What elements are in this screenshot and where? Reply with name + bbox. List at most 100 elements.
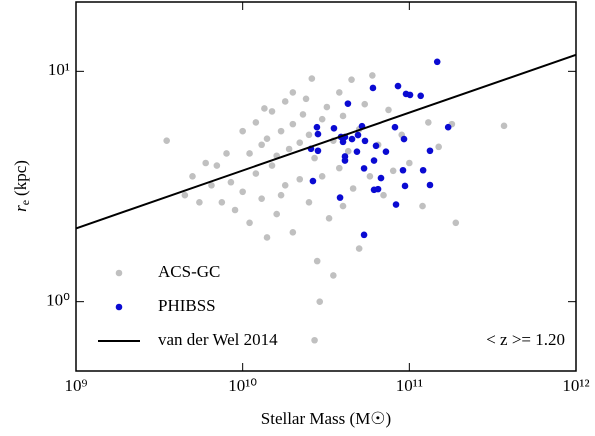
point	[277, 191, 285, 199]
point	[425, 119, 432, 126]
point	[223, 150, 230, 157]
annotation: < z >= 1.20	[486, 330, 565, 349]
point	[380, 191, 387, 199]
point	[263, 234, 271, 241]
point	[302, 95, 310, 103]
point	[289, 120, 297, 128]
point	[372, 142, 380, 150]
y-label-symbol: r	[11, 205, 30, 212]
point	[394, 82, 402, 90]
point	[354, 131, 362, 139]
point	[273, 210, 280, 218]
point	[348, 135, 356, 143]
point	[385, 106, 392, 114]
legend-marker	[115, 303, 123, 311]
point	[417, 92, 424, 100]
point	[444, 123, 452, 131]
point	[314, 130, 322, 138]
legend-marker	[115, 269, 123, 277]
point	[406, 91, 414, 99]
point	[401, 182, 409, 190]
point	[213, 162, 221, 169]
point	[227, 178, 235, 186]
line	[75, 53, 577, 230]
point	[370, 157, 378, 164]
point	[433, 58, 441, 66]
point	[348, 76, 355, 83]
point	[261, 105, 268, 112]
point	[311, 336, 318, 344]
point	[355, 245, 363, 252]
point	[285, 145, 293, 153]
point	[391, 123, 399, 131]
x-axis-label: Stellar Mass (M☉)	[261, 409, 391, 428]
point	[268, 162, 276, 169]
point	[258, 195, 265, 202]
point	[349, 185, 357, 192]
plot-frame	[75, 1, 577, 372]
point	[313, 257, 321, 265]
y-label-subscript: e	[18, 200, 32, 205]
x-tick-label: 10¹⁰	[228, 376, 257, 395]
point	[406, 159, 413, 167]
point	[361, 100, 369, 108]
point	[252, 119, 260, 126]
point	[309, 177, 317, 185]
point	[335, 89, 343, 96]
point	[330, 272, 337, 279]
point	[344, 100, 352, 107]
point	[366, 173, 374, 180]
legend-label: van der Wel 2014	[158, 330, 278, 349]
point	[218, 199, 226, 206]
point	[313, 123, 321, 131]
point	[353, 148, 361, 155]
point	[500, 122, 508, 130]
point	[339, 112, 347, 120]
point	[289, 229, 297, 236]
point	[268, 108, 276, 115]
point	[277, 127, 285, 135]
y-tick-label: 10⁰	[46, 291, 70, 310]
point	[239, 127, 246, 135]
point	[281, 182, 289, 189]
y-tick-label: 10¹	[48, 60, 70, 79]
point	[181, 191, 189, 199]
point	[339, 202, 347, 210]
point	[339, 138, 347, 146]
point	[323, 103, 331, 111]
point	[419, 202, 426, 210]
point	[330, 124, 338, 132]
point	[335, 164, 343, 172]
point	[369, 72, 376, 79]
point	[361, 137, 369, 145]
point	[336, 194, 344, 201]
point	[360, 231, 368, 239]
point	[308, 75, 316, 82]
point	[400, 135, 408, 143]
point	[189, 173, 196, 180]
point	[325, 215, 333, 222]
point	[314, 147, 322, 155]
point	[296, 175, 304, 183]
point	[202, 159, 209, 167]
point	[252, 170, 260, 177]
point	[246, 219, 253, 227]
point	[311, 154, 318, 162]
x-tick-label: 10¹¹	[396, 376, 423, 395]
point	[196, 199, 203, 206]
point	[246, 150, 253, 157]
x-tick-label: 10¹²	[562, 376, 589, 395]
point	[231, 206, 239, 214]
point	[399, 166, 407, 174]
point	[316, 298, 324, 305]
point	[305, 199, 313, 206]
legend-label: ACS-GC	[158, 262, 220, 281]
point	[377, 174, 385, 182]
point	[419, 166, 427, 174]
point	[389, 167, 397, 175]
point	[344, 147, 352, 155]
point	[318, 115, 326, 123]
point	[318, 173, 326, 180]
